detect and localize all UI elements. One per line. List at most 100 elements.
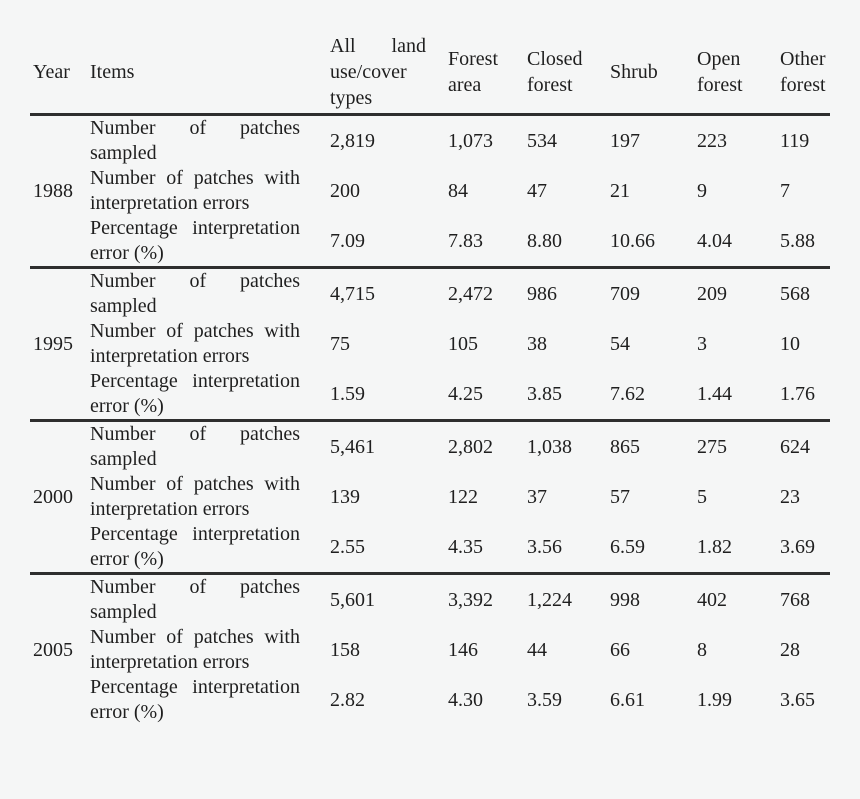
value-cell: 986 (527, 282, 557, 305)
item-label-cell: Number of patches with interpretation er… (90, 472, 330, 522)
value-cell: 7.09 (330, 216, 448, 269)
value-cell: 3.59 (527, 688, 562, 711)
table-row: Percentage interpretation error (%) 7.09 7… (30, 216, 830, 269)
value-cell: 275 (697, 435, 727, 458)
value-cell: 8.80 (527, 216, 610, 269)
item-label: Percentage interpretation error (%) (90, 370, 300, 417)
value-cell: 6.59 (610, 522, 697, 575)
value-cell: 47 (527, 179, 547, 202)
value-cell: 3 (697, 332, 707, 355)
col-header-label: Forest area (448, 47, 498, 96)
value-cell: 2.55 (330, 522, 448, 575)
value-cell: 1.99 (697, 688, 732, 711)
item-label-cell: Number of patches sampled (90, 574, 330, 626)
item-label-cell: Number of patches with interpretation er… (90, 166, 330, 216)
value-cell: 38 (527, 332, 547, 355)
value-cell: 4.04 (697, 216, 780, 269)
year-cell: 1995 (30, 267, 90, 422)
value-cell: 8 (697, 638, 707, 661)
value-cell: 6.61 (610, 688, 645, 711)
value-cell: 7.62 (610, 369, 697, 422)
col-header-shrub: Shrub (610, 30, 697, 116)
value-cell: 139 (330, 485, 360, 508)
value-cell: 54 (610, 332, 630, 355)
value-cell: 4.30 (448, 688, 483, 711)
item-label-cell: Number of patches sampled (90, 115, 330, 167)
value-cell: 568 (780, 282, 810, 305)
value-cell: 200 (330, 179, 360, 202)
item-label-cell: Percentage interpretation error (%) (90, 216, 330, 269)
value-cell: 146 (448, 638, 478, 661)
value-cell: 1.59 (330, 369, 448, 422)
value-cell: 2.82 (330, 688, 365, 711)
value-cell: 10.66 (610, 216, 697, 269)
value-cell: 122 (448, 485, 478, 508)
value-cell: 1,073 (448, 129, 493, 152)
value-cell: 709 (610, 282, 640, 305)
item-label: Number of patches with interpretation er… (90, 320, 300, 367)
value-cell: 534 (527, 129, 557, 152)
item-label-cell: Percentage interpretation error (%) (90, 675, 330, 725)
value-cell: 3,392 (448, 588, 493, 611)
item-label: Number of patches with interpretation er… (90, 626, 300, 673)
value-cell: 5.88 (780, 216, 830, 269)
value-cell: 402 (697, 588, 727, 611)
value-cell: 3.65 (780, 688, 815, 711)
col-header-forest-area: Forest area (448, 30, 527, 116)
value-cell: 3.85 (527, 369, 610, 422)
interpretation-error-table: Year Items All land use/cover types Fore… (30, 30, 830, 725)
value-cell: 7 (780, 179, 790, 202)
value-cell: 2,819 (330, 129, 375, 152)
table-row: Percentage interpretation error (%) 2.82 4… (30, 675, 830, 725)
item-label: Number of patches with interpretation er… (90, 473, 300, 520)
value-cell: 105 (448, 332, 478, 355)
col-header-all-land-use: All land use/cover types (330, 30, 448, 116)
item-label-cell: Number of patches sampled (90, 268, 330, 320)
col-header-label: Open forest (697, 47, 743, 96)
header-row: Year Items All land use/cover types Fore… (30, 30, 830, 116)
value-cell: 5,601 (330, 588, 375, 611)
value-cell: 4.25 (448, 369, 527, 422)
value-cell: 4.35 (448, 522, 527, 575)
item-label-cell: Percentage interpretation error (%) (90, 522, 330, 575)
value-cell: 1.76 (780, 369, 830, 422)
value-cell: 44 (527, 638, 547, 661)
year-cell: 2000 (30, 420, 90, 575)
table-row: 2000 Number of patches sampled 5,461 2,802 1… (30, 420, 830, 575)
table-row: Percentage interpretation error (%) 1.59 4… (30, 369, 830, 422)
col-header-closed-forest: Closed forest (527, 30, 610, 116)
value-cell: 1,224 (527, 588, 572, 611)
table-row: 2005 Number of patches sampled 5,601 3,392 1… (30, 574, 830, 661)
value-cell: 9 (697, 179, 707, 202)
col-header-year: Year (30, 30, 90, 116)
value-cell: 1.44 (697, 369, 780, 422)
table-body: 1988 Number of patches sampled 2,819 1,073 5… (30, 114, 830, 726)
value-cell: 998 (610, 588, 640, 611)
col-header-other-forest: Other forest (780, 30, 830, 116)
item-label: Number of patches sampled (90, 117, 300, 164)
year-cell: 2005 (33, 638, 73, 661)
col-header-label: All land use/cover types (330, 34, 426, 109)
item-label: Percentage interpretation error (%) (90, 217, 300, 264)
col-header-label: Items (90, 60, 135, 83)
value-cell: 2,472 (448, 282, 493, 305)
table-row: Number of patches with interpretation er… (30, 625, 830, 675)
value-cell: 5 (697, 485, 707, 508)
value-cell: 197 (610, 129, 640, 152)
value-cell: 865 (610, 435, 640, 458)
value-cell: 209 (697, 282, 727, 305)
value-cell: 119 (780, 129, 810, 152)
item-label: Number of patches with interpretation er… (90, 167, 300, 214)
table-row: Number of patches with interpretation er… (30, 319, 830, 369)
table-row: Number of patches with interpretation er… (30, 166, 830, 216)
table-row: Percentage interpretation error (%) 2.55 4… (30, 522, 830, 575)
value-cell: 223 (697, 129, 727, 152)
col-header-label: Shrub (610, 60, 658, 83)
value-cell: 10 (780, 332, 800, 355)
col-header-items: Items (90, 30, 330, 116)
value-cell: 3.69 (780, 522, 830, 575)
value-cell: 158 (330, 638, 360, 661)
value-cell: 4,715 (330, 282, 375, 305)
item-label: Number of patches sampled (90, 423, 300, 470)
year-cell: 1988 (30, 114, 90, 269)
